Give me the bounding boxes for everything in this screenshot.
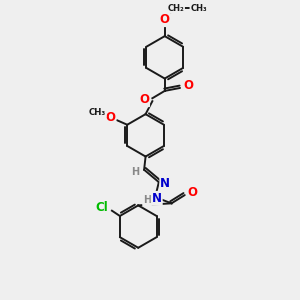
Text: CH₃: CH₃ [190, 4, 207, 13]
Text: CH₂: CH₂ [167, 4, 184, 13]
Text: O: O [160, 13, 170, 26]
Text: CH₃: CH₃ [88, 108, 106, 117]
Text: Cl: Cl [95, 201, 108, 214]
Text: O: O [106, 112, 116, 124]
Text: O: O [187, 186, 197, 199]
Text: N: N [152, 192, 162, 205]
Text: O: O [183, 79, 193, 92]
Text: H: H [143, 195, 151, 206]
Text: H: H [131, 167, 139, 177]
Text: O: O [139, 93, 149, 106]
Text: N: N [160, 177, 170, 190]
